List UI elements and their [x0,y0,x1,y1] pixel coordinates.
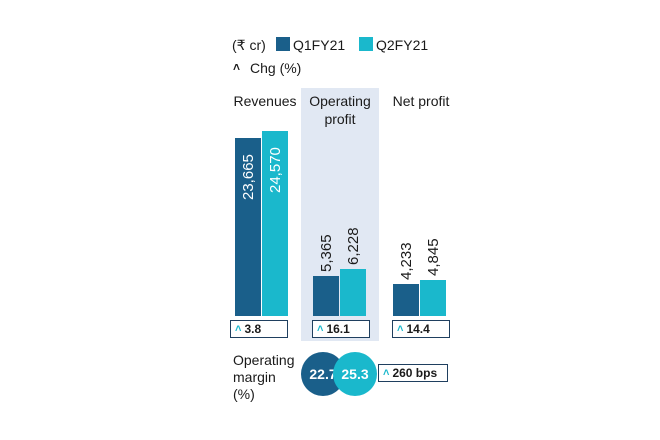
bar-operating-profit-q2 [340,269,366,316]
change-value-operating-profit: 16.1 [326,322,350,336]
double-chevron-up-icon: ˄ [233,60,241,74]
double-chevron-up-icon: ˄ [235,323,242,335]
unit-label: (₹ cr) [232,37,266,53]
change-box-revenues: ˄ 3.8 [230,320,288,338]
operating-margin-change-box: ˄ 260 bps [378,364,448,382]
operating-margin-q1-value: 22.7 [309,366,337,382]
category-label-revenues: Revenues [233,93,297,109]
value-label-net-profit-q1: 4,233 [398,242,415,281]
double-chevron-up-icon: ˄ [317,323,324,335]
legend-label-q1: Q1FY21 [293,37,346,53]
value-label-net-profit-q2: 4,845 [425,237,442,276]
category-label-operating-profit: Operating profit [309,93,371,127]
change-value-revenues: 3.8 [244,322,262,336]
operating-margin-q2-value: 25.3 [341,366,369,382]
change-value-net-profit: 14.4 [406,322,430,336]
double-chevron-up-icon: ˄ [383,367,390,379]
change-box-net-profit: ˄ 14.4 [392,320,450,338]
operating-margin-label: Operating margin (%) [233,352,295,402]
double-chevron-up-icon: ˄ [397,323,404,335]
bar-net-profit-q2 [420,279,446,316]
value-label-revenues-q1: 23,665 [240,153,257,200]
value-label-operating-profit-q2: 6,228 [345,227,362,266]
chg-legend-label: Chg (%) [250,60,302,76]
value-label-revenues-q2: 24,570 [267,147,284,193]
value-label-operating-profit-q1: 5,365 [318,234,335,272]
bar-revenues-q1 [235,137,261,316]
change-box-operating-profit: ˄ 16.1 [312,320,370,338]
bar-operating-profit-q1 [313,275,339,316]
legend-label-q2: Q2FY21 [376,37,429,53]
operating-margin-change-value: 260 bps [392,366,438,380]
bar-revenues-q2 [262,131,288,316]
operating-margin-q2-circle: 25.3 [333,352,377,396]
category-label-net-profit: Net profit [392,93,450,109]
bar-net-profit-q1 [393,284,419,316]
legend-swatch-q1 [276,37,290,51]
legend-swatch-q2 [359,37,373,51]
